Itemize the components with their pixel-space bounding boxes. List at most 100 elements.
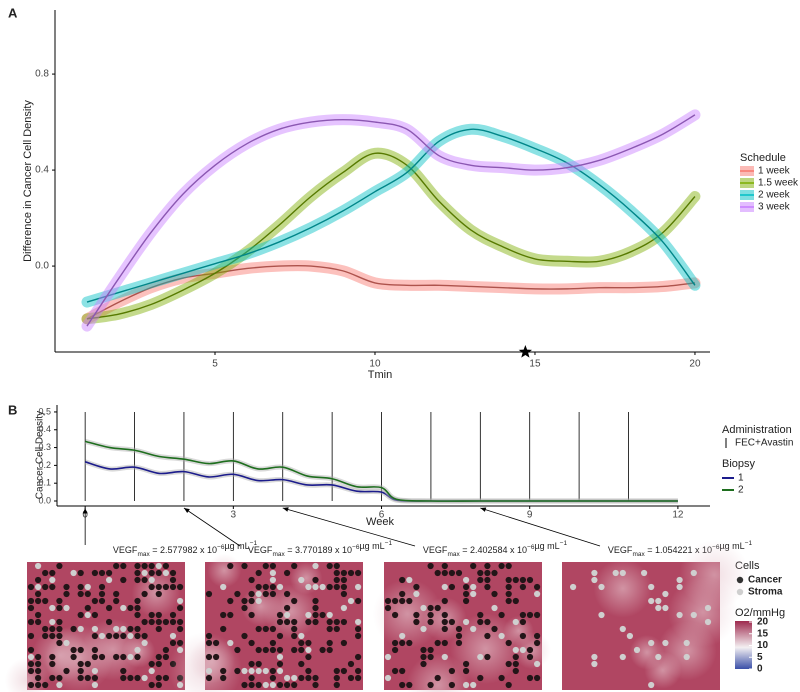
stroma-cell [319, 583, 326, 591]
cancer-cell [519, 632, 527, 640]
cancer-cell [255, 569, 262, 577]
cancer-cell [70, 625, 77, 633]
stroma-cell [255, 597, 262, 605]
caption-part: −6 [352, 544, 360, 551]
cancer-cell [42, 597, 49, 605]
cancer-cell [477, 569, 484, 577]
cancer-cell [91, 569, 98, 577]
cancer-cell [234, 667, 241, 675]
cancer-cell [441, 639, 448, 647]
cancer-cell [305, 653, 312, 661]
stroma-cell [35, 583, 42, 591]
stroma-cell [305, 583, 312, 591]
cancer-cell [526, 674, 534, 682]
stroma-cell [291, 674, 298, 682]
cancer-cell [269, 625, 276, 633]
cancer-cell [91, 646, 98, 654]
stroma-cell [169, 632, 177, 640]
stroma-cell [148, 667, 155, 675]
stroma-cell [255, 667, 262, 675]
stroma-cell [519, 646, 527, 654]
cancer-cell [134, 611, 141, 619]
stroma-cell [355, 618, 362, 626]
cancer-cell [35, 681, 42, 689]
cancer-cell [291, 618, 298, 626]
cancer-cell [77, 660, 84, 668]
arrow [480, 507, 601, 547]
cancer-cell [91, 653, 98, 661]
stroma-cell [298, 576, 305, 584]
cancer-cell [333, 576, 340, 584]
cancer-cell [269, 583, 276, 591]
cancer-cell [484, 653, 491, 661]
stroma-cell [384, 653, 392, 661]
cancer-cell [333, 569, 340, 577]
cancer-cell [248, 597, 255, 605]
y-tick-label: 0.2 [38, 460, 51, 470]
stroma-cell [463, 618, 470, 626]
stroma-cell [683, 653, 690, 661]
cancer-cell [312, 681, 319, 689]
stroma-cell [49, 618, 56, 626]
cancer-cell [42, 632, 49, 640]
cancer-cell [427, 646, 434, 654]
stroma-cell [704, 604, 712, 612]
cancer-cell [340, 667, 347, 675]
cancer-cell [491, 590, 498, 598]
cancer-cell [291, 681, 298, 689]
cancer-cell [333, 583, 340, 591]
cancer-cell [477, 576, 484, 584]
cancer-cell [441, 597, 448, 605]
cancer-cell [148, 618, 155, 626]
cancer-cell [106, 632, 113, 640]
caption-part: max [272, 551, 285, 558]
stroma-cell [340, 604, 347, 612]
cancer-cell [484, 562, 491, 570]
cancer-cell [248, 611, 255, 619]
cancer-cell [35, 618, 42, 626]
cancer-cell [141, 618, 148, 626]
cancer-cell [248, 590, 255, 598]
caption-part: −1 [560, 540, 568, 547]
cancer-cell [276, 618, 284, 626]
stroma-cell [155, 562, 162, 570]
cancer-cell [155, 681, 162, 689]
cancer-cell [340, 618, 347, 626]
arrowhead [82, 508, 88, 514]
stroma-cell [683, 639, 690, 647]
legend-title: O2/mmHg [735, 607, 785, 619]
cancer-cell [27, 618, 35, 626]
cancer-cell [77, 569, 84, 577]
cancer-cell [463, 583, 470, 591]
stroma-cell [648, 597, 655, 605]
panel-label: A [8, 5, 18, 20]
cancer-cell [248, 660, 255, 668]
cancer-cell [227, 611, 234, 619]
series-line [84, 440, 678, 502]
stroma-cell [612, 569, 619, 577]
panel-label: B [8, 402, 17, 417]
cancer-cell [113, 597, 120, 605]
stroma-cell [676, 611, 683, 619]
cancer-cell [413, 583, 420, 591]
legend-title: Biopsy [722, 458, 756, 470]
cancer-cell [84, 604, 91, 612]
cancer-cell [155, 590, 162, 598]
caption-part: µg mL [534, 541, 559, 551]
caption-part: VEGF [608, 545, 633, 555]
cancer-cell [148, 583, 155, 591]
x-axis-label: Week [366, 516, 394, 528]
stroma-cell [534, 660, 541, 668]
stroma-cell [84, 583, 91, 591]
stroma-cell [220, 583, 227, 591]
cancer-cell [355, 569, 362, 577]
cancer-cell [56, 639, 63, 647]
legend-label: 1.5 week [758, 178, 799, 189]
stroma-cell [98, 632, 106, 640]
x-axis-label: Tmin [368, 369, 392, 381]
cancer-cell [484, 632, 491, 640]
stroma-cell [276, 653, 284, 661]
cancer-cell [406, 681, 413, 689]
oxygen-patch [657, 621, 717, 681]
